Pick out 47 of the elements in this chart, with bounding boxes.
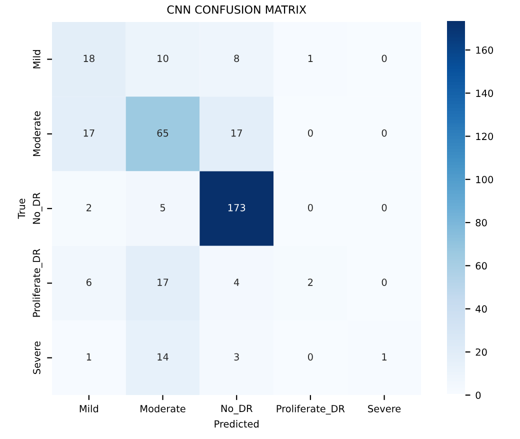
x-axis-title: Predicted: [214, 420, 259, 428]
x-tick-label: Moderate: [140, 404, 186, 412]
data-label: 0: [308, 204, 313, 212]
x-tick-label: Mild: [80, 404, 98, 412]
y-tick-label: Mild: [32, 50, 40, 68]
data-label: 65: [157, 129, 168, 137]
data-label: 17: [158, 278, 168, 286]
data-label: 4: [234, 278, 240, 286]
y-tick-label: Proliferate_DR: [32, 248, 42, 317]
data-label: 18: [84, 54, 94, 62]
data-label: 173: [228, 204, 246, 212]
data-label: 1: [86, 353, 92, 360]
color-bar-label: 140: [476, 90, 494, 97]
y-axis-title: True: [18, 198, 26, 219]
color-bar-label: 80: [476, 219, 487, 226]
color-bar-label: 100: [476, 176, 494, 184]
data-label: 1: [382, 353, 386, 360]
data-label: 17: [231, 129, 242, 137]
data-label: 17: [84, 129, 94, 137]
x-tick-label: No_DR: [221, 404, 252, 414]
chart-title: CNN CONFUSION MATRIX: [167, 5, 306, 14]
data-label: 5: [160, 204, 166, 212]
data-label: 0: [308, 353, 313, 361]
data-label: 0: [382, 54, 387, 62]
data-label: 10: [158, 54, 168, 62]
color-bar-label: 20: [476, 348, 487, 356]
data-label: 0: [382, 278, 387, 286]
x-tick-label: Proliferate_DR: [276, 404, 345, 414]
data-label: 0: [382, 204, 387, 212]
color-bar-label: 160: [476, 46, 494, 54]
data-label: 6: [86, 278, 92, 286]
color-bar-label: 40: [476, 305, 487, 313]
data-label: 8: [234, 54, 240, 62]
y-tick-label: No_DR: [32, 192, 42, 224]
data-label: 2: [86, 204, 92, 212]
data-label: 14: [158, 353, 168, 360]
data-label: 1: [308, 54, 313, 62]
color-bar-label: 60: [476, 262, 487, 270]
y-tick-label: Severe: [33, 341, 40, 374]
y-tick-label: Moderate: [32, 111, 40, 156]
data-label: 2: [308, 278, 313, 286]
x-tick-label: Severe: [368, 404, 401, 412]
data-label: 3: [234, 353, 239, 361]
color-bar-label: 120: [476, 132, 494, 140]
data-label: 0: [308, 129, 313, 137]
color-bar-label: 0: [476, 392, 481, 399]
data-label: 0: [382, 129, 387, 137]
